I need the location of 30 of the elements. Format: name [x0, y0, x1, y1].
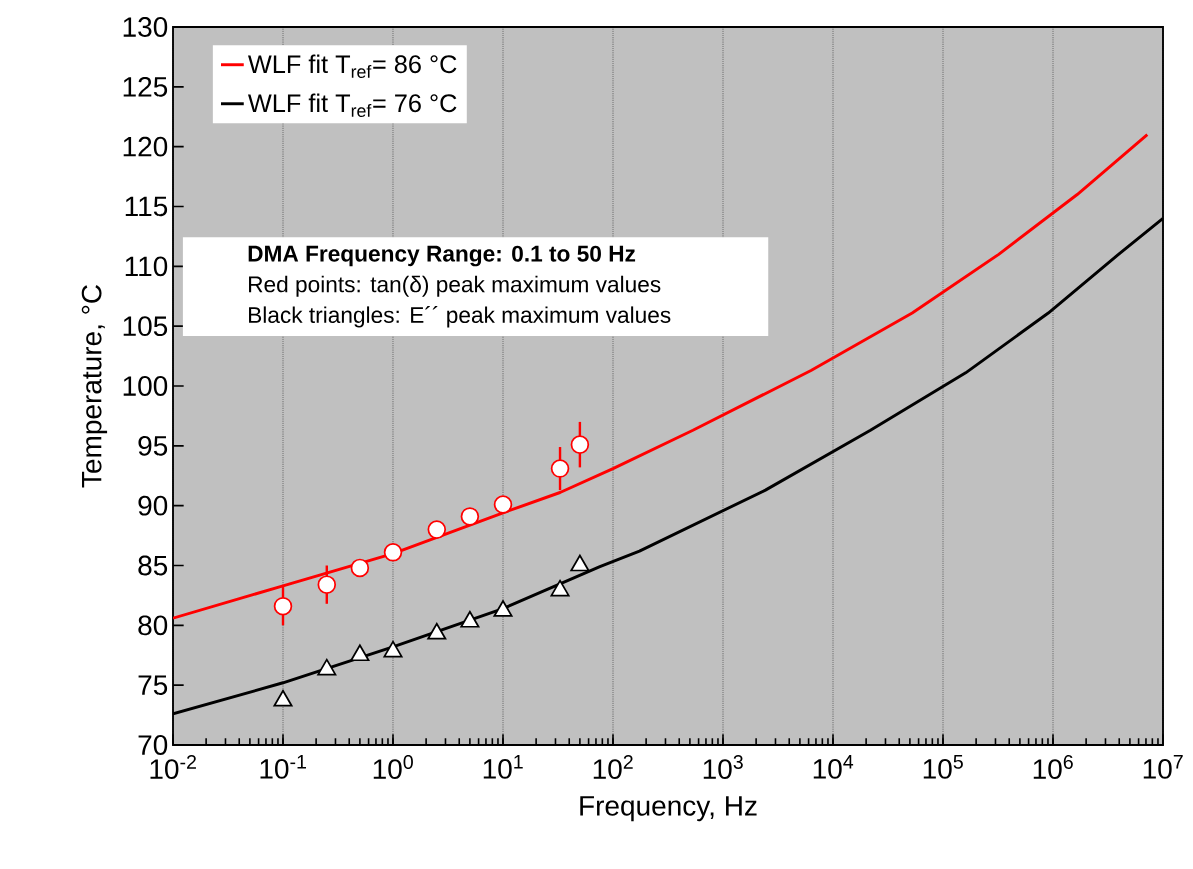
y-tick-label: 75 — [138, 675, 168, 695]
y-axis-title: Temperature, °C — [81, 285, 108, 488]
annotation: Black triangles: E´´ peak maximum values — [249, 306, 671, 328]
x-axis-title: Frequency, Hz — [580, 796, 757, 822]
y-tick-label: 110 — [125, 256, 168, 277]
x-tick-label: 10$^{7}$ — [1143, 755, 1183, 779]
y-tick-label: 95 — [138, 435, 168, 456]
y-tick-label: 125 — [123, 76, 168, 97]
y-tick-label: 85 — [138, 555, 168, 576]
x-tick-label: 10$^{-2}$ — [150, 755, 196, 780]
x-tick-label: 10$^{3}$ — [703, 755, 743, 780]
annotation: Red points: tan(δ) peak maximum values — [249, 275, 661, 297]
y-tick-label: 100 — [123, 376, 168, 396]
y-tick-label: 70 — [138, 735, 168, 755]
y-tick-label: 120 — [123, 136, 168, 157]
y-tick-label: 105 — [123, 316, 168, 337]
x-tick-label: 10$^{1}$ — [483, 755, 523, 779]
x-tick-label: 10$^{2}$ — [593, 755, 633, 780]
x-tick-label: 10$^{5}$ — [923, 755, 963, 779]
y-tick-label: 90 — [138, 495, 168, 516]
y-tick-label: 115 — [125, 196, 168, 217]
annotation: DMA Frequency Range: 0.1 to 50 Hz — [248, 245, 636, 267]
legend-label: WLF fit T$_{ref}$= 76 °C — [247, 93, 457, 117]
x-tick-label: 10$^{4}$ — [813, 755, 854, 779]
y-tick-label: 130 — [123, 17, 168, 37]
x-tick-label: 10$^{-1}$ — [260, 755, 306, 779]
y-tick-label: 80 — [138, 615, 168, 636]
x-tick-label: 10$^{6}$ — [1033, 755, 1073, 780]
x-tick-label: 10$^{0}$ — [373, 755, 413, 780]
legend-label: WLF fit T$_{ref}$= 86 °C — [247, 54, 457, 78]
